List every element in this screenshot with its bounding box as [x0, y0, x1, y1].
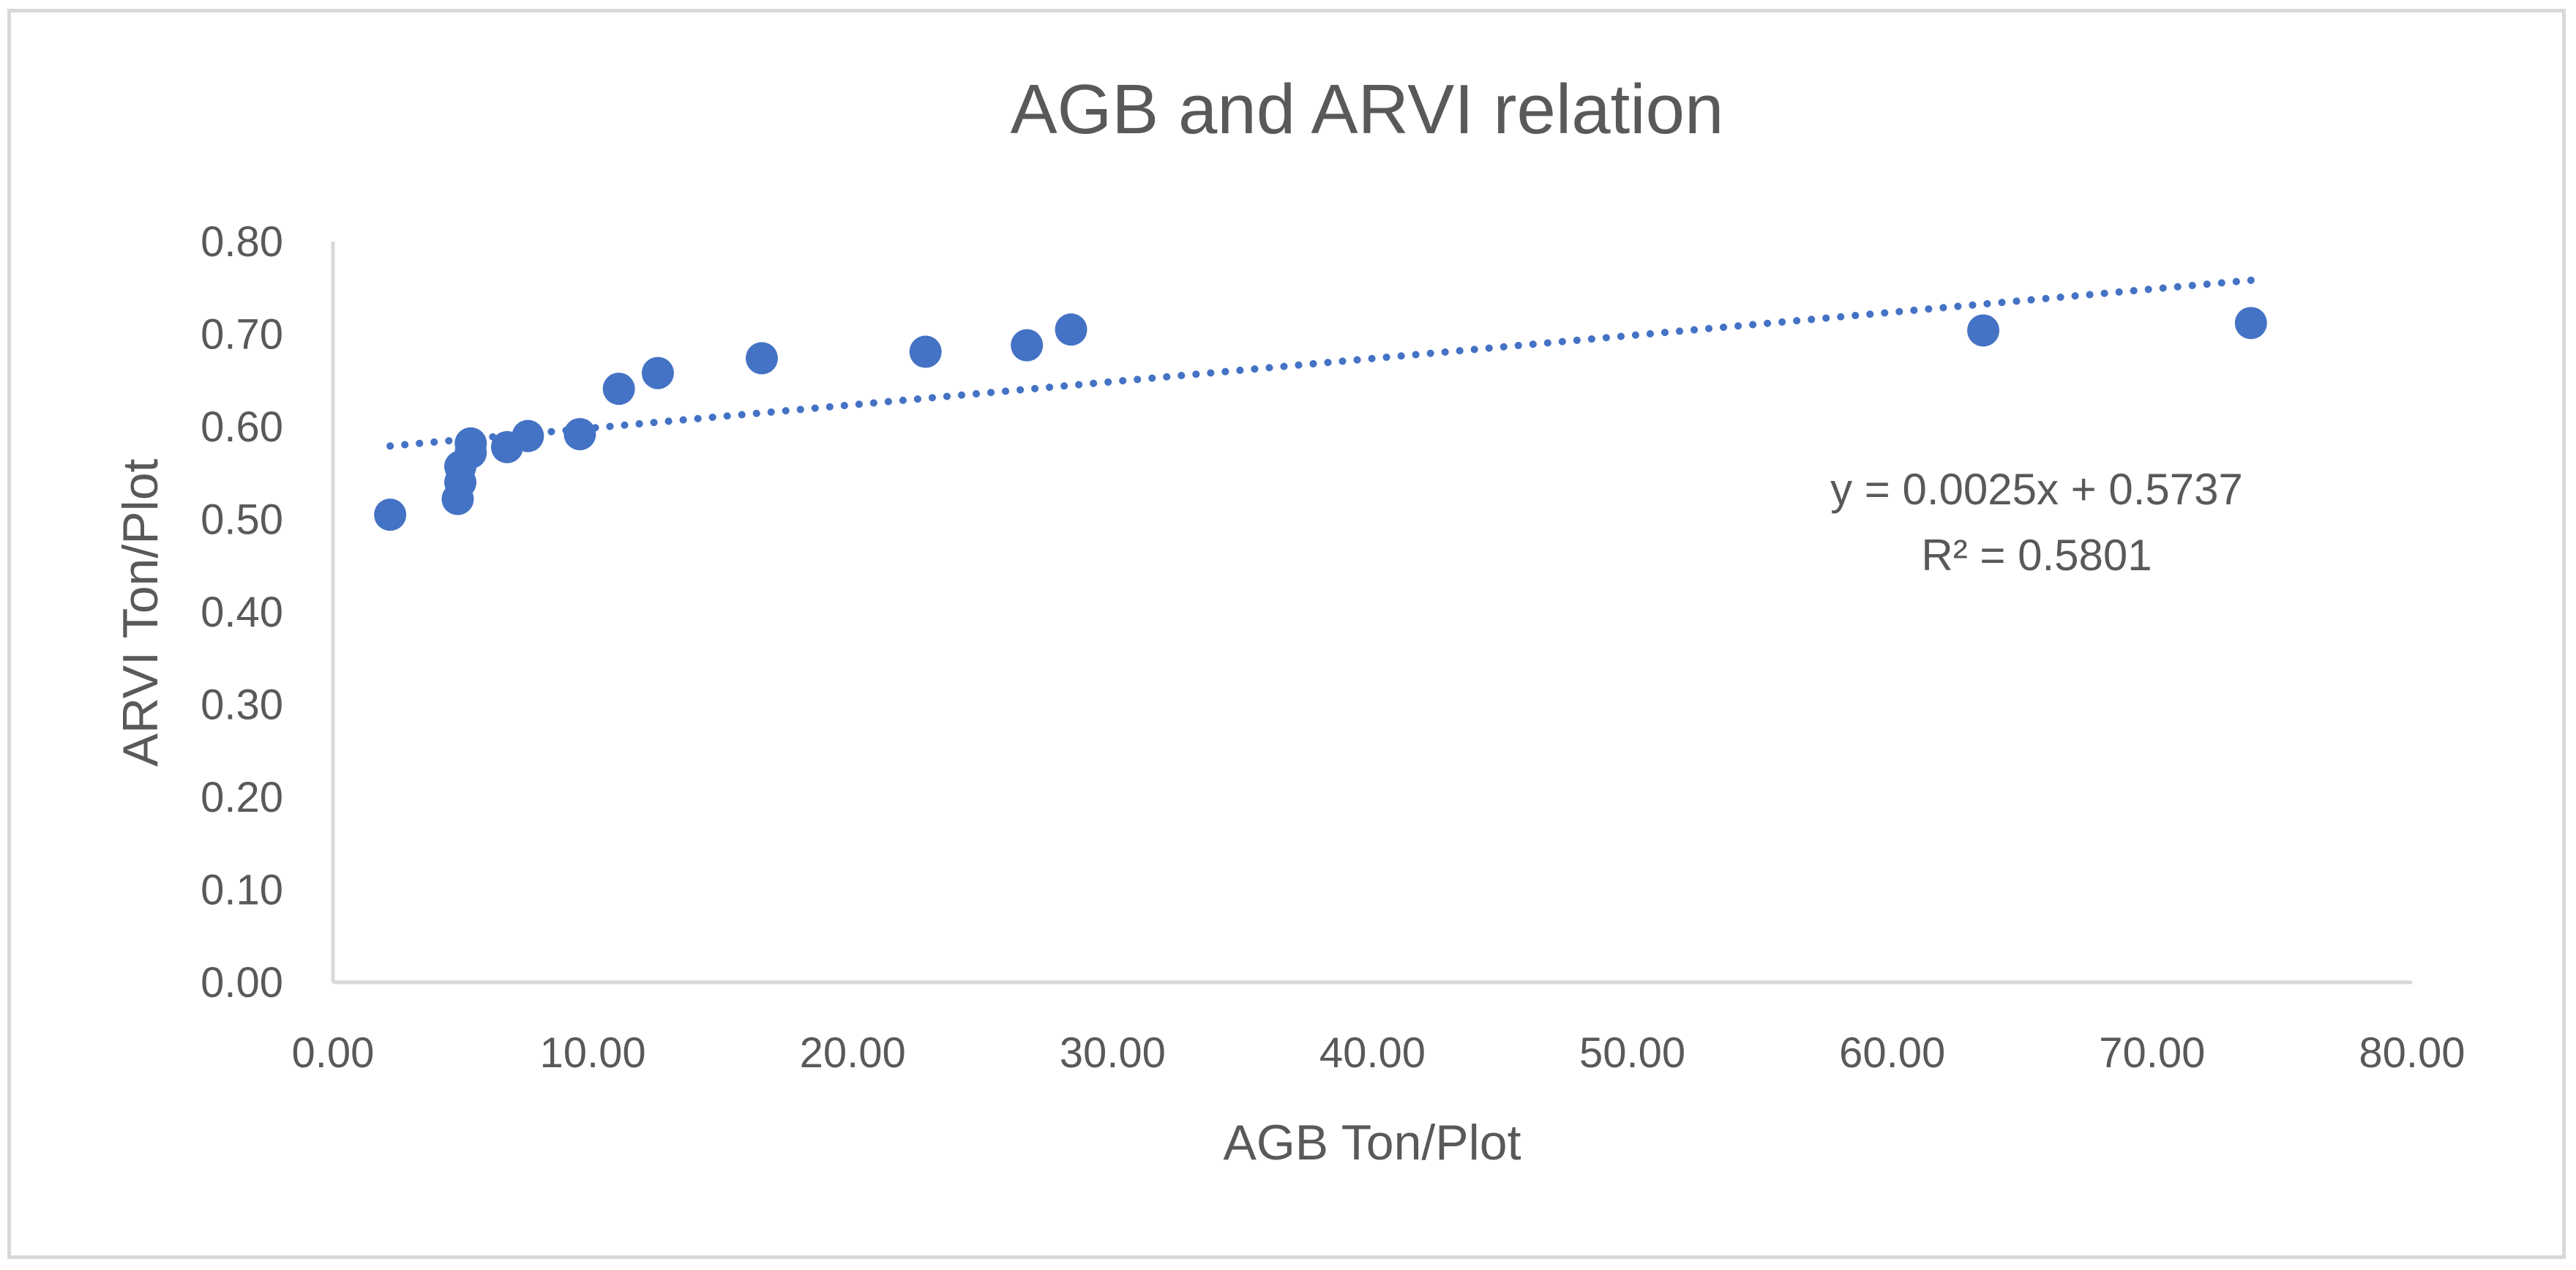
x-tick-label: 70.00 [2099, 1029, 2205, 1077]
data-point [512, 419, 544, 452]
data-point [374, 498, 407, 531]
trendline [386, 276, 2255, 450]
x-tick-label: 60.00 [1839, 1029, 1945, 1077]
x-tick-label: 30.00 [1060, 1029, 1166, 1077]
y-tick-label: 0.20 [201, 774, 283, 821]
data-point [641, 356, 674, 389]
y-tick-label: 0.10 [201, 867, 283, 914]
y-tick-label: 0.40 [201, 589, 283, 636]
y-tick-label: 0.00 [201, 959, 283, 1006]
y-tick-label: 0.30 [201, 681, 283, 729]
x-axis-tick-labels: 0.00 10.00 20.00 30.00 40.00 50.00 60.00 70.00 8… [292, 1029, 2465, 1077]
data-point [909, 335, 942, 368]
x-tick-label: 50.00 [1579, 1029, 1685, 1077]
data-point [564, 418, 596, 451]
chart-frame: AGB and ARVI relation 0.00 0.10 0.20 0.30 0.… [7, 9, 2566, 1259]
data-point [602, 373, 635, 406]
data-points [374, 307, 2267, 531]
y-axis-label: ARVI Ton/Plot [113, 458, 168, 766]
y-tick-label: 0.60 [201, 403, 283, 451]
y-tick-label: 0.50 [201, 496, 283, 544]
data-point [1967, 314, 2000, 347]
y-tick-label: 0.70 [201, 311, 283, 359]
y-tick-label: 0.80 [201, 218, 283, 266]
x-tick-label: 80.00 [2359, 1029, 2465, 1077]
chart-title: AGB and ARVI relation [1011, 70, 1724, 149]
data-point [2234, 307, 2267, 340]
data-point [1055, 313, 1087, 346]
trendline-group [386, 276, 2255, 450]
data-point [454, 427, 487, 460]
data-point [1011, 329, 1044, 362]
trendline-equation: y = 0.0025x + 0.5737 [1830, 465, 2243, 514]
data-point [745, 342, 778, 375]
x-tick-label: 10.00 [540, 1029, 646, 1077]
y-axis-tick-labels: 0.00 0.10 0.20 0.30 0.40 0.50 0.60 0.70 0.80 [201, 218, 283, 1006]
x-tick-label: 40.00 [1319, 1029, 1426, 1077]
x-axis-label: AGB Ton/Plot [1224, 1115, 1521, 1170]
scatter-chart: AGB and ARVI relation 0.000.100.200.300.… [113, 70, 2465, 1170]
trendline-r-squared: R² = 0.5801 [1921, 531, 2152, 580]
x-tick-label: 20.00 [800, 1029, 906, 1077]
x-tick-label: 0.00 [292, 1029, 375, 1077]
